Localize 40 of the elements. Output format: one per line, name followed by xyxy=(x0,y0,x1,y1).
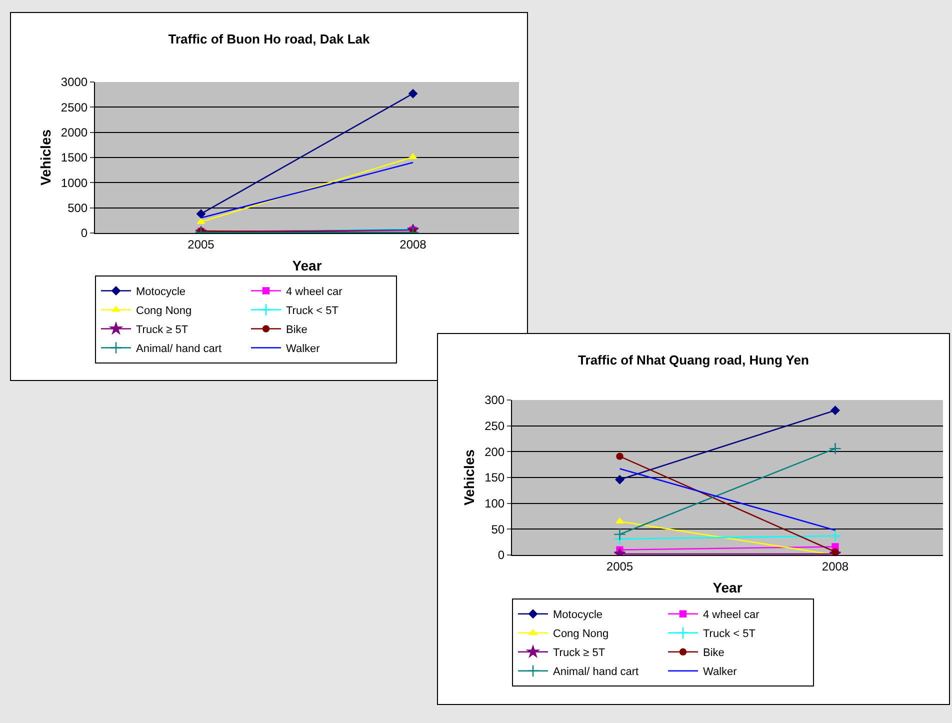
y-tick-label: 100 xyxy=(484,496,505,511)
legend-label: Motocycle xyxy=(136,286,186,298)
x-tick-label: 2008 xyxy=(822,559,849,574)
y-axis-title: Vehicles xyxy=(461,449,478,506)
x-tick-label: 2008 xyxy=(400,237,427,252)
y-tick-label: 3000 xyxy=(60,75,88,90)
y-tick-label: 250 xyxy=(484,419,505,434)
legend-label: Walker xyxy=(286,343,320,356)
chart-title: Traffic of Nhat Quang road, Hung Yen xyxy=(578,352,810,368)
y-tick-label: 0 xyxy=(498,548,505,562)
y-tick-label: 1500 xyxy=(60,150,88,165)
legend-label: Cong Nong xyxy=(136,305,192,318)
legend-label: Animal/ hand cart xyxy=(136,343,222,356)
legend-label: Cong Nong xyxy=(553,628,609,640)
legend-label: Truck < 5T xyxy=(286,305,339,318)
legend-label: Animal/ hand cart xyxy=(553,666,639,678)
legend-label: Truck ≥ 5T xyxy=(136,324,188,336)
legend-label: Motocycle xyxy=(553,609,603,622)
y-tick-label: 2500 xyxy=(60,100,88,114)
legend-label: Truck ≥ 5T xyxy=(553,647,606,660)
y-tick-label: 200 xyxy=(484,444,505,459)
legend-label: 4 wheel car xyxy=(286,286,343,298)
x-tick-label: 2005 xyxy=(606,559,634,574)
legend-label: Walker xyxy=(703,666,738,678)
legend-label: Bike xyxy=(703,647,724,660)
y-tick-label: 0 xyxy=(80,226,88,240)
x-axis-title: Year xyxy=(712,580,743,596)
x-tick-label: 2005 xyxy=(188,237,215,252)
x-axis-title: Year xyxy=(292,258,322,274)
y-tick-label: 150 xyxy=(484,470,505,485)
chart-title: Traffic of Buon Ho road, Dak Lak xyxy=(168,32,371,47)
legend-label: Bike xyxy=(286,324,308,336)
y-tick-label: 300 xyxy=(484,393,505,408)
legend-label: 4 wheel car xyxy=(703,609,760,622)
y-tick-label: 50 xyxy=(491,522,505,536)
y-tick-label: 2000 xyxy=(60,126,88,140)
legend-label: Truck < 5T xyxy=(703,628,756,640)
y-tick-label: 1000 xyxy=(60,176,88,190)
y-axis-title: Vehicles xyxy=(37,129,54,186)
y-tick-label: 500 xyxy=(68,201,88,216)
